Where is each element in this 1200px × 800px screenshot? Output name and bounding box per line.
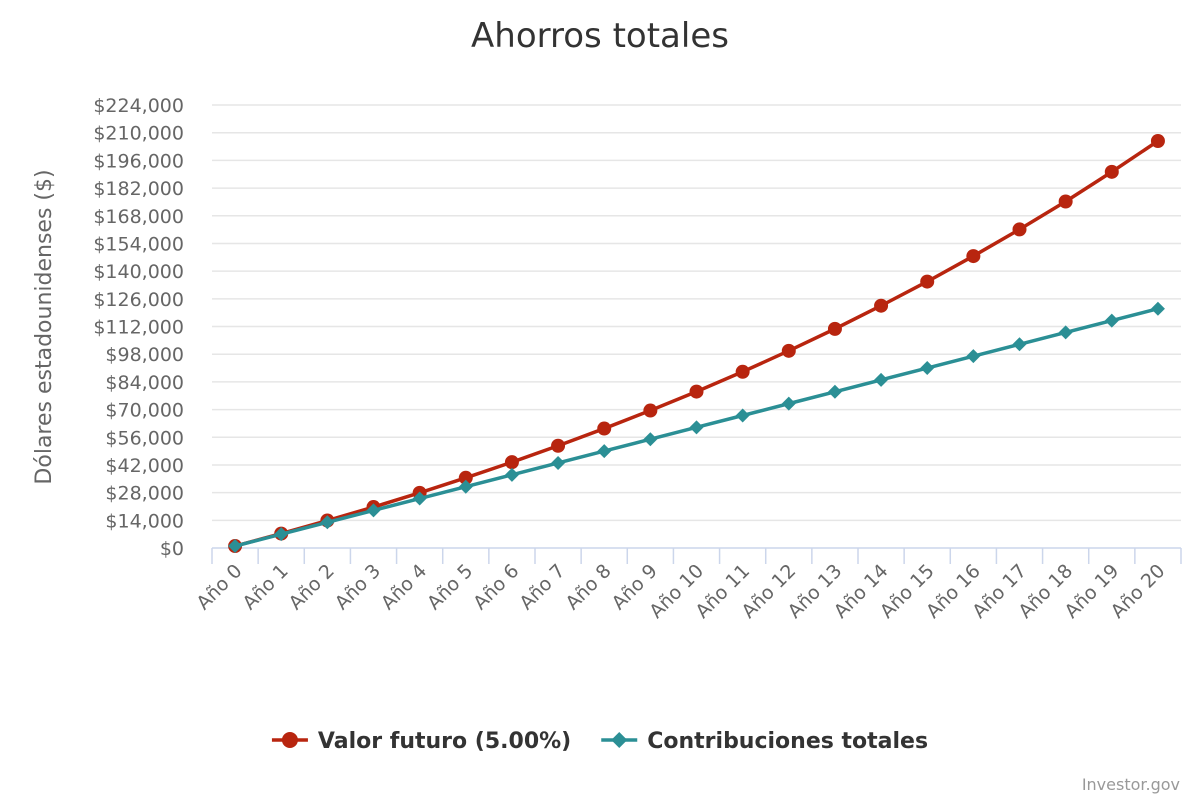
data-point: [228, 539, 243, 554]
x-tick-label: Año 8: [561, 560, 615, 614]
series-2: [228, 301, 1165, 554]
data-point: [1150, 133, 1165, 148]
data-point: [689, 384, 704, 399]
legend-item-2[interactable]: Contribuciones totales: [601, 729, 928, 754]
data-point: [458, 479, 473, 494]
data-point: [643, 432, 658, 447]
y-tick-label: $28,000: [105, 483, 184, 505]
data-point: [827, 321, 842, 336]
data-point: [1104, 164, 1119, 179]
legend-marker: [611, 732, 628, 748]
data-point: [966, 249, 981, 264]
data-point: [597, 444, 612, 459]
y-tick-label: $84,000: [105, 372, 184, 394]
data-point: [735, 364, 750, 379]
data-point: [874, 372, 889, 387]
data-point: [643, 403, 658, 418]
data-point: [781, 343, 796, 358]
data-point: [551, 438, 566, 453]
y-tick-label: $182,000: [93, 178, 184, 200]
y-tick-label: $112,000: [93, 317, 184, 339]
y-axis-ticks: $0 $14,000 $28,000 $42,000 $56,000 $70,000 $84…: [93, 95, 184, 560]
x-tick-label: Año 4: [377, 560, 431, 614]
data-point: [689, 420, 704, 435]
y-tick-label: $42,000: [105, 455, 184, 477]
data-point: [412, 491, 427, 506]
y-tick-label: $126,000: [93, 289, 184, 311]
data-point: [1058, 194, 1073, 209]
x-tick-label: Año 3: [331, 560, 385, 614]
legend-label: Valor futuro (5.00%): [318, 729, 571, 754]
y-tick-label: $0: [160, 538, 184, 560]
data-point: [320, 515, 335, 530]
data-point: [504, 455, 519, 470]
data-point: [874, 298, 889, 313]
data-point: [597, 421, 612, 436]
y-tick-label: $154,000: [93, 233, 184, 255]
y-tick-label: $210,000: [93, 123, 184, 145]
legend-item-1[interactable]: Valor futuro (5.00%): [271, 729, 571, 754]
data-point: [458, 470, 473, 485]
data-point: [920, 274, 935, 289]
x-tick-label: Año 0: [192, 560, 246, 614]
data-point: [1012, 337, 1027, 352]
y-tick-label: $196,000: [93, 150, 184, 172]
data-point: [274, 527, 289, 542]
data-point: [366, 503, 381, 518]
legend-marker: [281, 732, 298, 748]
y-tick-label: $98,000: [105, 344, 184, 366]
y-axis-title: Dólares estadounidenses ($): [32, 169, 57, 484]
y-tick-label: $14,000: [105, 510, 184, 532]
legend: Valor futuro (5.00%) Contribuciones total…: [271, 729, 928, 754]
data-point: [1150, 301, 1165, 316]
y-tick-label: $56,000: [105, 427, 184, 449]
data-point: [966, 349, 981, 364]
data-point: [781, 396, 796, 411]
y-tick-label: $140,000: [93, 261, 184, 283]
data-point: [1058, 325, 1073, 340]
y-tick-label: $168,000: [93, 206, 184, 228]
data-point: [735, 408, 750, 423]
y-tick-label: $70,000: [105, 400, 184, 422]
data-point: [1012, 222, 1027, 237]
chart-title: Ahorros totales: [471, 16, 729, 56]
series-layer: [228, 133, 1165, 554]
data-point: [827, 384, 842, 399]
data-point: [920, 361, 935, 376]
x-tick-label: Año 1: [238, 560, 292, 614]
data-point: [504, 467, 519, 482]
data-point: [551, 455, 566, 470]
credit-link[interactable]: Investor.gov: [1082, 775, 1180, 794]
x-tick-label: Año 6: [469, 560, 523, 614]
data-point: [1104, 313, 1119, 328]
y-tick-label: $224,000: [93, 95, 184, 117]
legend-label: Contribuciones totales: [647, 729, 928, 754]
x-tick-label: Año 5: [423, 560, 477, 614]
grid-layer: [212, 104, 1181, 522]
x-tick-label: Año 7: [515, 560, 569, 614]
x-axis: [211, 547, 1182, 564]
x-tick-label: Año 2: [285, 560, 339, 614]
